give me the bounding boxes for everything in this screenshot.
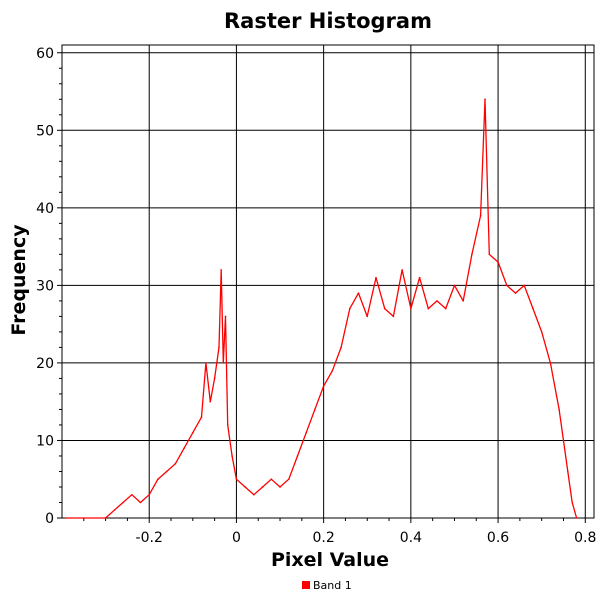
- data-point: [427, 307, 430, 310]
- x-axis-label: Pixel Value: [271, 549, 389, 571]
- data-point: [213, 377, 216, 380]
- data-point: [305, 431, 307, 434]
- data-point: [375, 276, 377, 279]
- data-point: [383, 307, 386, 310]
- data-point: [484, 98, 486, 101]
- data-point: [314, 408, 316, 411]
- data-point: [224, 315, 227, 318]
- data-point: [479, 214, 482, 217]
- data-point: [549, 362, 552, 364]
- data-point: [205, 362, 207, 364]
- data-point: [488, 253, 491, 256]
- data-point: [279, 486, 281, 488]
- data-point: [222, 362, 225, 364]
- data-point: [192, 431, 194, 434]
- data-point: [505, 284, 508, 287]
- data-point: [218, 346, 220, 349]
- data-point: [139, 501, 142, 504]
- data-point: [340, 346, 342, 349]
- data-point: [392, 315, 395, 318]
- x-tick-label: 0.2: [313, 530, 335, 546]
- data-point: [65, 517, 68, 519]
- x-tick-label: -0.2: [136, 530, 163, 546]
- data-point: [148, 493, 151, 496]
- data-point: [562, 439, 565, 442]
- data-point: [497, 261, 499, 263]
- data-point: [418, 276, 421, 279]
- data-point: [401, 269, 403, 271]
- x-tick-label: 0.6: [487, 530, 509, 546]
- y-tick-label: 60: [36, 46, 54, 62]
- data-point: [130, 493, 133, 496]
- data-point: [200, 416, 203, 418]
- y-tick-label: 30: [36, 278, 54, 294]
- data-point: [253, 493, 255, 496]
- data-point: [270, 478, 273, 481]
- data-point: [540, 331, 543, 333]
- axis-ticks: 0 10 20 30 40 50 60 -0.2 0 0.2 0.4 0.6 0.8: [36, 46, 596, 546]
- data-point: [104, 517, 107, 519]
- data-point: [462, 300, 464, 302]
- data-point: [231, 455, 233, 457]
- data-point: [571, 501, 573, 504]
- y-tick-label: 40: [36, 201, 54, 217]
- y-axis-label: Frequency: [8, 224, 30, 336]
- x-tick-label: 0.8: [574, 530, 596, 546]
- series-line-band-1: [66, 98, 578, 519]
- data-point: [410, 307, 412, 310]
- data-point: [183, 447, 185, 450]
- data-point: [444, 307, 447, 310]
- data-point: [357, 292, 360, 294]
- data-point: [226, 424, 229, 426]
- chart-title: Raster Histogram: [224, 9, 432, 33]
- data-point: [532, 307, 534, 310]
- data-point: [244, 486, 246, 488]
- legend: Band 1: [302, 579, 352, 592]
- series-layer: [65, 98, 578, 519]
- data-point: [157, 478, 159, 481]
- legend-swatch-band-1: [302, 581, 310, 589]
- y-tick-label: 10: [36, 433, 54, 449]
- grid-lines: [62, 45, 594, 519]
- data-point: [331, 369, 334, 372]
- data-point: [436, 300, 438, 302]
- data-point: [471, 253, 473, 256]
- data-point: [453, 284, 456, 287]
- data-point: [287, 478, 290, 481]
- data-point: [322, 385, 325, 387]
- data-point: [220, 269, 222, 271]
- data-point: [575, 517, 578, 519]
- data-point: [209, 400, 212, 403]
- data-point: [296, 455, 299, 457]
- x-tick-label: 0.4: [400, 530, 422, 546]
- data-point: [122, 501, 124, 504]
- data-point: [523, 284, 526, 287]
- x-tick-label: 0: [232, 530, 241, 546]
- legend-label-band-1: Band 1: [313, 579, 352, 592]
- y-tick-label: 50: [36, 123, 54, 139]
- data-point: [165, 470, 168, 473]
- data-point: [514, 292, 517, 294]
- data-point: [174, 462, 177, 465]
- data-point: [567, 470, 569, 473]
- y-tick-label: 20: [36, 356, 54, 372]
- plot-area-frame: [61, 44, 595, 519]
- data-point: [83, 517, 85, 519]
- data-point: [113, 509, 116, 512]
- data-point: [558, 408, 560, 411]
- data-point: [235, 478, 238, 481]
- data-point: [261, 486, 264, 488]
- y-tick-label: 0: [45, 511, 54, 527]
- data-point: [349, 307, 351, 310]
- data-point: [366, 315, 369, 318]
